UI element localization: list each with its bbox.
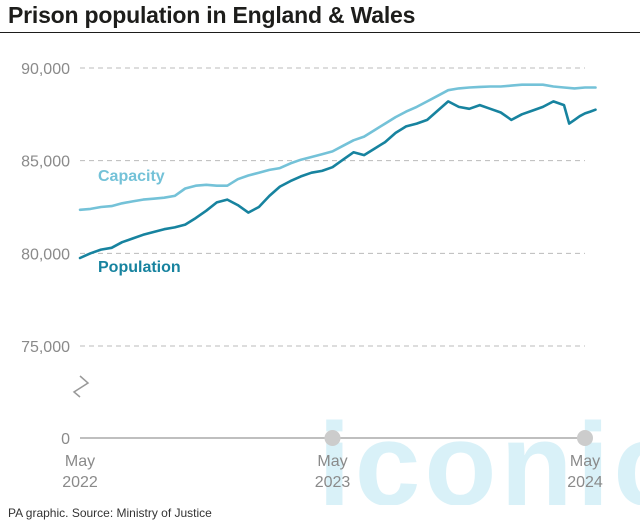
y-tick-label: 75,000 (21, 339, 70, 356)
series-line-capacity (78, 83, 597, 212)
x-tick-marker (577, 430, 593, 446)
series-label-population: Population (98, 259, 181, 276)
y-tick-label: 80,000 (21, 246, 70, 263)
title-divider (0, 32, 640, 33)
x-tick-label-year: 2022 (62, 474, 98, 491)
x-tick-label-year: 2023 (315, 474, 351, 491)
line-chart: iconic 90,000 85,000 80,000 75,000 0 May 2022 Ma… (21, 61, 640, 505)
y-tick-label: 0 (61, 431, 70, 448)
y-tick-label: 85,000 (21, 154, 70, 171)
x-tick-label-month: May (65, 453, 95, 470)
chart-title: Prison population in England & Wales (8, 2, 416, 28)
y-tick-label: 90,000 (21, 61, 70, 78)
x-tick-label-year: 2024 (567, 474, 603, 491)
watermark-text: iconic (318, 399, 640, 505)
series-label-capacity: Capacity (98, 168, 165, 185)
x-tick-marker (324, 430, 341, 446)
x-tick-label-month: May (570, 453, 600, 470)
source-note: PA graphic. Source: Ministry of Justice (8, 506, 212, 520)
series-line-population (78, 100, 597, 260)
x-tick-label-month: May (317, 453, 347, 470)
axis-break-mark (72, 375, 90, 398)
